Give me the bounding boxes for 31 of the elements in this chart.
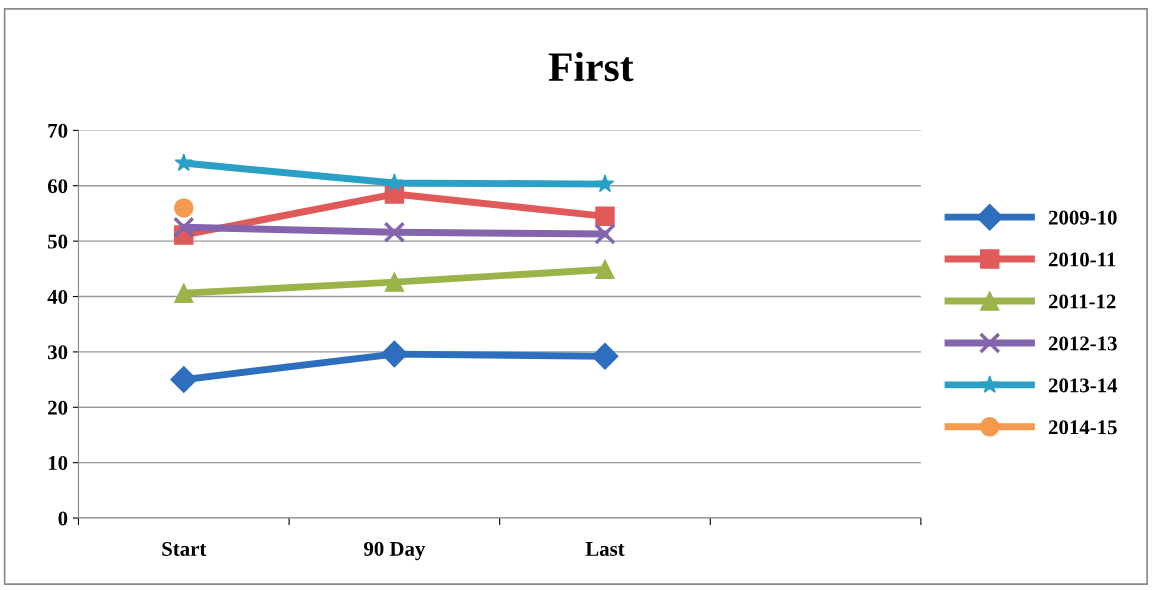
point <box>174 153 194 172</box>
y-tick-label: 10 <box>48 456 68 471</box>
point <box>173 216 195 239</box>
y-tick-label: 20 <box>48 400 68 415</box>
point <box>380 340 408 368</box>
y-tick-label: 50 <box>48 234 68 249</box>
point <box>594 223 616 245</box>
point <box>595 206 615 226</box>
point <box>384 272 405 292</box>
x-tick-label: Last <box>585 542 625 556</box>
legend-label: 2013-14 <box>1048 378 1118 393</box>
y-tick-label: 70 <box>48 123 68 138</box>
legend-label: 2011-12 <box>1048 294 1116 309</box>
point <box>383 221 406 244</box>
legend-label: 2009-10 <box>1048 210 1117 225</box>
point <box>174 198 194 218</box>
x-tick-label: 90 Day <box>363 541 426 561</box>
point <box>595 174 615 193</box>
y-tick-label: 40 <box>47 289 68 304</box>
point <box>174 283 194 303</box>
y-tick-label: 60 <box>47 179 68 194</box>
point <box>170 366 198 394</box>
point <box>591 342 619 370</box>
legend-label: 2010-11 <box>1048 252 1116 267</box>
y-tick-label: 30 <box>48 345 68 360</box>
chart-title: First <box>548 51 634 82</box>
y-tick-label: 0 <box>58 511 68 526</box>
point <box>595 259 615 280</box>
x-tick-label: Start <box>162 541 207 556</box>
legend-label: 2012-13 <box>1048 336 1117 351</box>
legend-label: 2014-15 <box>1048 420 1117 435</box>
